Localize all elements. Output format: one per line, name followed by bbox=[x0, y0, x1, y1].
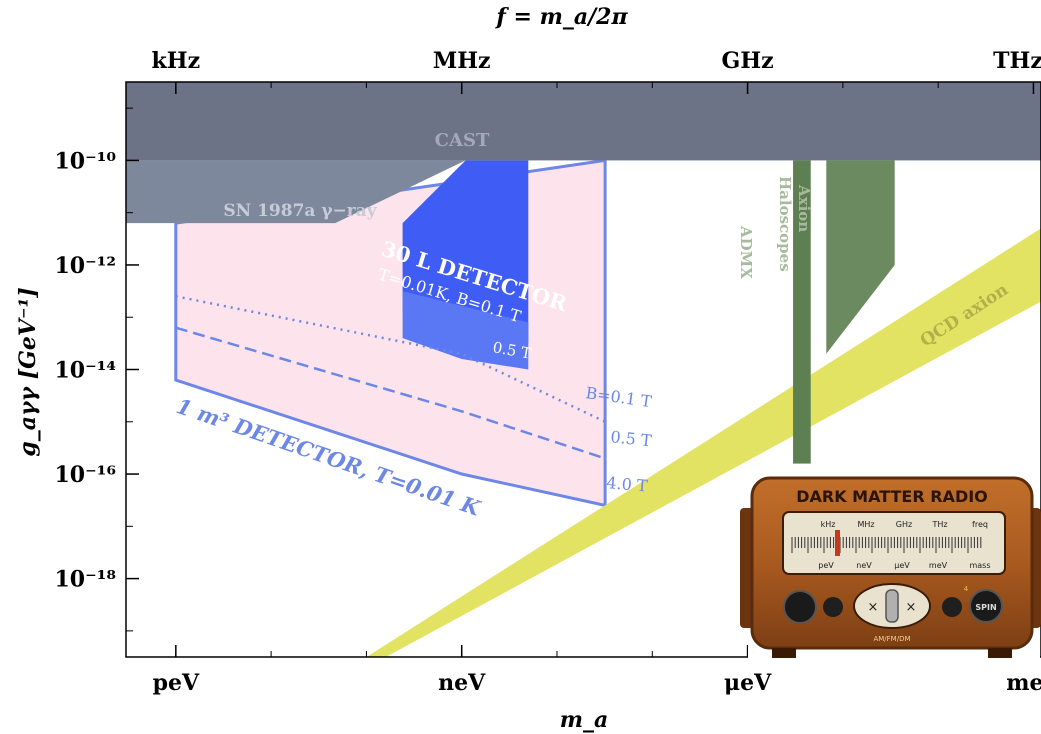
y-tick-label: 10⁻¹⁰ bbox=[55, 148, 117, 174]
logo-band-top: kHz MHz GHz THz freq bbox=[821, 520, 988, 529]
logo-left-knob bbox=[783, 590, 817, 624]
line-0-5-t bbox=[175, 326, 606, 460]
logo-band-bottom-label: peV bbox=[818, 561, 834, 570]
logo-band-bottom-label: neV bbox=[856, 561, 872, 570]
region-sn-1987a-ray bbox=[126, 160, 466, 224]
x-tick-label: neV bbox=[438, 670, 486, 696]
plot-area bbox=[126, 82, 1041, 657]
y-axis-title: g_aγγ [GeV⁻¹] bbox=[15, 287, 41, 456]
region-axion-haloscopes bbox=[826, 160, 895, 354]
logo-title: DARK MATTER RADIO bbox=[796, 487, 988, 506]
y-tick-label: 10⁻¹⁶ bbox=[55, 462, 117, 488]
top-axis-title: f = m_a/2π bbox=[494, 4, 628, 30]
region-cast bbox=[126, 82, 1041, 161]
haloscopes-label-1: Axion bbox=[795, 184, 813, 232]
logo-small-knob-1 bbox=[823, 597, 843, 617]
x-axis-title: m_a bbox=[560, 707, 609, 733]
dark-matter-radio-logo: DARK MATTER RADIO kHz MHz GHz THz freq peV ne… bbox=[740, 470, 1041, 660]
logo-dial-scale bbox=[791, 537, 982, 553]
logo-band-top-label: kHz bbox=[821, 520, 836, 529]
haloscopes-label-2: Haloscopes bbox=[776, 176, 794, 272]
y-tick-label: 10⁻¹² bbox=[55, 253, 117, 279]
logo-band-top-label: MHz bbox=[857, 520, 874, 529]
region-admx bbox=[793, 160, 811, 464]
line-label-40: 4.0 T bbox=[606, 473, 649, 496]
svg-text:×: × bbox=[868, 600, 879, 615]
logo-dial-needle bbox=[835, 530, 840, 556]
x-tick-label: meV bbox=[1006, 670, 1041, 696]
admx-label: ADMX bbox=[737, 225, 755, 279]
x-tick-label: μeV bbox=[724, 670, 772, 696]
top-tick-label: kHz bbox=[152, 48, 201, 74]
logo-spin-knob bbox=[969, 589, 1003, 623]
logo-band-bottom: peV neV μeV meV mass bbox=[818, 561, 990, 570]
axis-ticks: peV neV μeV meV kHz MHz GHz THz 10⁻¹⁰ 10⁻¹² 10⁻¹⁴ 1… bbox=[55, 48, 1041, 696]
region-30-l-detector-0-5-t bbox=[402, 291, 529, 370]
logo-spin-label: SPIN bbox=[975, 603, 996, 612]
logo-band-top-label: THz bbox=[931, 520, 947, 529]
sn-label: SN 1987a γ−ray bbox=[223, 201, 377, 221]
logo-band-bottom-label: mass bbox=[969, 561, 990, 570]
logo-band-bottom-label: meV bbox=[929, 561, 948, 570]
line-label-05: 0.5 T bbox=[610, 427, 653, 450]
y-tick-label: 10⁻¹⁴ bbox=[55, 358, 117, 384]
y-tick-label: 10⁻¹⁸ bbox=[55, 567, 117, 593]
logo-knob-number: 4 bbox=[964, 585, 969, 593]
top-tick-label: GHz bbox=[722, 48, 774, 74]
logo-footer: AM/FM/DM bbox=[873, 635, 910, 643]
top-tick-label: MHz bbox=[433, 48, 491, 74]
logo-band-top-label: freq bbox=[972, 520, 988, 529]
x-tick-label: peV bbox=[153, 670, 200, 696]
cast-label: CAST bbox=[435, 130, 490, 151]
logo-band-bottom-label: μeV bbox=[894, 561, 910, 570]
svg-text:×: × bbox=[906, 600, 917, 615]
region-30-l-detector-t-0-01k-b-0-1-t bbox=[402, 160, 529, 344]
top-tick-label: THz bbox=[993, 48, 1041, 74]
logo-band-top-label: GHz bbox=[896, 520, 912, 529]
region-qcd-axion bbox=[366, 228, 1041, 657]
logo-small-knob-2 bbox=[942, 597, 962, 617]
